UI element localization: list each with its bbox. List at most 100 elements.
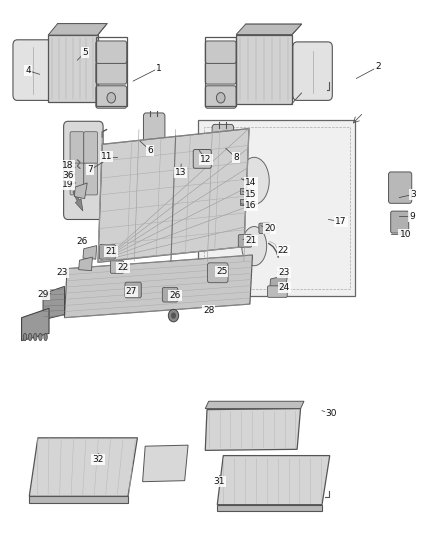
Text: 5: 5 <box>82 48 88 57</box>
Bar <box>204 126 350 289</box>
Polygon shape <box>74 183 87 199</box>
FancyBboxPatch shape <box>391 211 409 233</box>
Ellipse shape <box>39 333 42 341</box>
Text: 6: 6 <box>148 146 153 155</box>
Text: 31: 31 <box>213 477 225 486</box>
Text: 19: 19 <box>62 180 74 189</box>
FancyBboxPatch shape <box>238 235 251 247</box>
Polygon shape <box>217 505 322 511</box>
Text: 23: 23 <box>279 268 290 277</box>
FancyBboxPatch shape <box>205 62 236 84</box>
FancyBboxPatch shape <box>212 124 233 155</box>
Bar <box>205 37 236 106</box>
FancyBboxPatch shape <box>208 263 228 282</box>
Text: 24: 24 <box>279 283 290 292</box>
FancyBboxPatch shape <box>96 41 127 63</box>
FancyArrow shape <box>73 191 83 211</box>
Ellipse shape <box>242 227 267 266</box>
Polygon shape <box>98 128 249 262</box>
Text: 4: 4 <box>25 66 31 75</box>
FancyBboxPatch shape <box>96 62 127 84</box>
Polygon shape <box>79 257 92 271</box>
Polygon shape <box>64 255 252 318</box>
Polygon shape <box>217 456 330 505</box>
Polygon shape <box>21 308 49 341</box>
Text: 11: 11 <box>101 152 112 161</box>
Text: 27: 27 <box>126 287 137 296</box>
Ellipse shape <box>23 333 27 341</box>
Bar <box>240 188 246 195</box>
Text: 16: 16 <box>245 201 257 210</box>
Text: 21: 21 <box>245 236 257 245</box>
FancyBboxPatch shape <box>259 223 270 233</box>
Text: 10: 10 <box>399 230 411 239</box>
FancyBboxPatch shape <box>70 132 84 164</box>
Ellipse shape <box>239 157 269 204</box>
FancyBboxPatch shape <box>144 113 165 143</box>
FancyBboxPatch shape <box>162 287 178 302</box>
Text: 28: 28 <box>203 306 214 316</box>
Text: 1: 1 <box>156 63 162 72</box>
FancyBboxPatch shape <box>389 172 412 203</box>
Circle shape <box>168 309 179 322</box>
Text: 26: 26 <box>76 237 87 246</box>
Text: 3: 3 <box>410 190 416 199</box>
FancyBboxPatch shape <box>193 149 211 168</box>
Polygon shape <box>205 401 304 409</box>
FancyBboxPatch shape <box>268 286 287 297</box>
Text: 9: 9 <box>409 212 415 221</box>
Bar <box>96 37 127 106</box>
Text: 25: 25 <box>216 267 227 276</box>
Text: 13: 13 <box>175 168 186 177</box>
Circle shape <box>171 312 176 319</box>
FancyBboxPatch shape <box>125 282 141 298</box>
Polygon shape <box>48 23 107 35</box>
Polygon shape <box>48 35 98 102</box>
Text: 20: 20 <box>264 224 276 233</box>
FancyBboxPatch shape <box>293 42 332 100</box>
Text: 26: 26 <box>170 290 181 300</box>
Circle shape <box>216 93 225 103</box>
Polygon shape <box>270 275 288 290</box>
FancyBboxPatch shape <box>70 163 84 195</box>
Text: 32: 32 <box>92 455 104 464</box>
Polygon shape <box>29 438 138 496</box>
Text: 22: 22 <box>278 246 289 255</box>
Polygon shape <box>43 286 64 320</box>
Polygon shape <box>236 24 301 35</box>
Bar <box>198 120 355 296</box>
FancyBboxPatch shape <box>110 261 124 273</box>
FancyBboxPatch shape <box>84 163 98 195</box>
FancyBboxPatch shape <box>99 245 116 259</box>
Text: 8: 8 <box>233 154 239 163</box>
Bar <box>240 199 246 205</box>
FancyBboxPatch shape <box>64 122 103 220</box>
Text: 14: 14 <box>245 179 257 188</box>
FancyBboxPatch shape <box>13 40 54 100</box>
Circle shape <box>107 93 116 103</box>
Text: 7: 7 <box>87 165 93 174</box>
Text: 21: 21 <box>105 247 117 256</box>
Text: 36: 36 <box>62 171 74 180</box>
Ellipse shape <box>34 333 37 341</box>
Text: 22: 22 <box>117 263 128 272</box>
FancyBboxPatch shape <box>205 86 236 108</box>
Text: 29: 29 <box>37 290 49 299</box>
Text: 30: 30 <box>326 409 337 418</box>
Text: 18: 18 <box>62 161 74 170</box>
FancyBboxPatch shape <box>205 41 236 63</box>
Ellipse shape <box>28 333 32 341</box>
FancyBboxPatch shape <box>84 132 98 164</box>
Text: 12: 12 <box>201 155 212 164</box>
Polygon shape <box>205 409 300 450</box>
Polygon shape <box>236 35 292 103</box>
Text: 15: 15 <box>245 190 257 199</box>
Polygon shape <box>83 246 97 259</box>
Ellipse shape <box>44 333 47 341</box>
Text: 2: 2 <box>375 62 381 71</box>
Polygon shape <box>143 445 188 482</box>
Polygon shape <box>29 496 128 503</box>
FancyBboxPatch shape <box>96 86 127 108</box>
Text: 17: 17 <box>335 217 346 226</box>
Text: 23: 23 <box>56 268 67 277</box>
